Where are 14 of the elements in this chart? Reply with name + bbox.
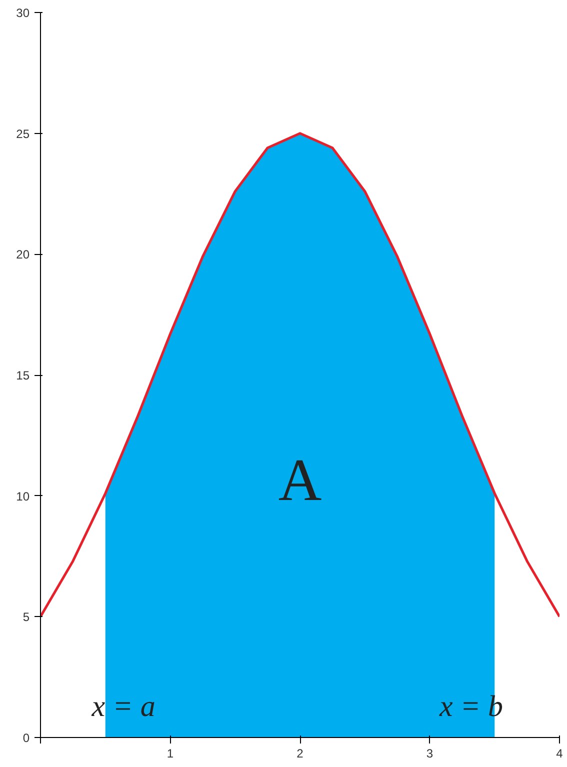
- y-tick-label: 25: [16, 126, 30, 141]
- x-tick-label: 4: [556, 746, 564, 760]
- annotation: A: [278, 446, 322, 513]
- y-tick-label: 15: [16, 368, 30, 382]
- y-tick-label: 5: [22, 610, 30, 624]
- y-tick-label: 20: [16, 248, 30, 262]
- y-tick-label: 10: [16, 489, 30, 504]
- x-tick-label: 1: [166, 746, 174, 760]
- line-series: [40, 132, 560, 618]
- annotation: x = a: [90, 690, 156, 723]
- y-tick-label: 0: [22, 731, 30, 745]
- y-tick-label: 30: [16, 6, 30, 20]
- x-tick-label: 3: [426, 746, 434, 760]
- x-tick-label: 2: [296, 746, 304, 760]
